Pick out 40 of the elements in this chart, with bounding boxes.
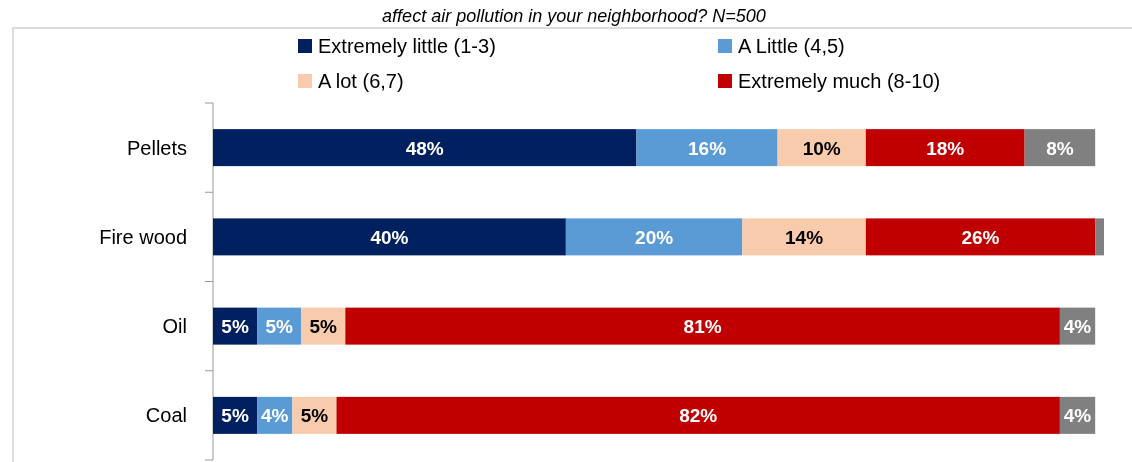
bar (336, 396, 1060, 434)
data-label: 81% (683, 316, 722, 338)
data-label: 5% (265, 316, 293, 338)
data-label: 20% (635, 226, 674, 248)
y-tick-label: Pellets (126, 136, 187, 159)
y-tick-label: Fire wood (99, 225, 187, 248)
y-tick-label: Coal (145, 404, 187, 427)
data-label: 4% (1063, 316, 1092, 338)
data-label: 26% (961, 226, 1000, 248)
legend-label: Extremely much (8-10) (738, 70, 941, 92)
bar (1095, 218, 1104, 256)
chart-title: affect air pollution in your neighborhood? N=500 (382, 6, 766, 26)
data-label: 82% (679, 405, 718, 427)
data-label: 5% (309, 316, 338, 338)
bar (777, 129, 866, 167)
bar (565, 218, 743, 256)
data-label: 8% (1046, 137, 1074, 159)
bar (213, 218, 566, 256)
data-label: 16% (688, 137, 727, 159)
bar (213, 129, 637, 167)
bar (636, 129, 778, 167)
legend-label: Extremely little (1-3) (318, 35, 496, 57)
bar (1024, 129, 1096, 167)
legend-label: A lot (6,7) (318, 70, 404, 92)
data-label: 4% (1063, 405, 1092, 427)
data-label: 4% (261, 405, 289, 427)
y-tick-label: Oil (162, 315, 187, 338)
data-label: 18% (926, 137, 965, 159)
bar (345, 307, 1060, 345)
data-label: 40% (370, 226, 409, 248)
data-label: 14% (785, 226, 824, 248)
data-label: 48% (405, 137, 444, 159)
legend-label: A Little (4,5) (738, 35, 845, 57)
bar (742, 218, 866, 256)
bar (865, 129, 1025, 167)
data-label: 5% (300, 405, 329, 427)
bar (865, 218, 1096, 256)
data-label: 10% (802, 137, 841, 159)
data-label: 5% (221, 316, 249, 338)
data-label: 5% (221, 405, 249, 427)
